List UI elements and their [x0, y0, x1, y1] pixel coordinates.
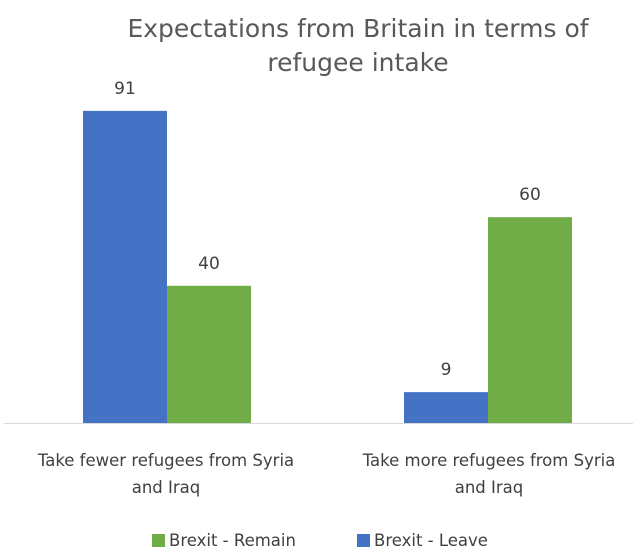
- bar-brexit-leave-2: [404, 392, 488, 423]
- data-label-brexit-remain-1: 40: [198, 254, 220, 274]
- legend: Brexit - Remain Brexit - Leave: [152, 531, 488, 548]
- chart-title-line: refugee intake: [267, 48, 448, 77]
- bar-brexit-remain-1: [167, 285, 251, 423]
- category-labels: Take fewer refugees from Syria and Iraq Ta…: [37, 451, 615, 497]
- category-label-1-line-2: and Iraq: [132, 478, 201, 497]
- bars: [83, 110, 572, 424]
- data-label-brexit-leave-1: 91: [114, 79, 136, 99]
- category-label-1-line-1: Take fewer refugees from Syria: [37, 451, 294, 470]
- legend-label-brexit-remain: Brexit - Remain: [169, 531, 296, 548]
- data-label-brexit-leave-2: 9: [441, 360, 452, 380]
- legend-swatch-brexit-remain: [152, 534, 165, 547]
- data-label-brexit-remain-2: 60: [519, 185, 541, 205]
- category-label-2-line-1: Take more refugees from Syria: [362, 451, 616, 470]
- category-label-2-line-2: and Iraq: [455, 478, 524, 497]
- chart-title: Expectations from Britain in terms of ref…: [127, 14, 589, 77]
- legend-swatch-brexit-leave: [357, 534, 370, 547]
- bar-brexit-leave-1: [83, 110, 167, 424]
- bar-brexit-remain-2: [488, 217, 572, 423]
- data-labels: 91 9 40 60: [114, 79, 541, 380]
- chart-title-line: Expectations from Britain in terms of: [127, 14, 589, 43]
- legend-label-brexit-leave: Brexit - Leave: [374, 531, 488, 548]
